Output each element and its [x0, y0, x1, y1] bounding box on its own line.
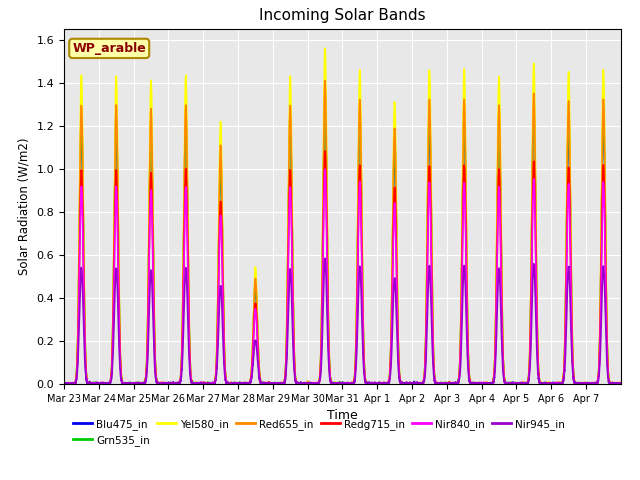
Redg715_in [523, 381, 531, 386]
X-axis label: Time: Time [327, 409, 358, 422]
Nir840_in [495, 185, 503, 191]
Redg715_in [537, 381, 545, 386]
Nir840_in [364, 381, 371, 387]
Y-axis label: Solar Radiation (W/m2): Solar Radiation (W/m2) [18, 138, 31, 275]
Legend: Blu475_in, Grn535_in, Yel580_in, Red655_in, Redg715_in, Nir840_in, Nir945_in: Blu475_in, Grn535_in, Yel580_in, Red655_… [69, 414, 569, 450]
Line: Nir840_in: Nir840_in [64, 169, 621, 384]
Red655_in [60, 380, 68, 385]
Line: Grn535_in: Grn535_in [64, 89, 621, 384]
Nir945_in [495, 267, 503, 273]
Redg715_in [60, 380, 68, 386]
Blu475_in [321, 94, 329, 99]
Grn535_in [537, 381, 545, 386]
Text: WP_arable: WP_arable [72, 42, 146, 55]
Nir945_in [176, 381, 184, 386]
Blu475_in [523, 380, 531, 386]
Nir840_in [393, 297, 401, 303]
Yel580_in [60, 381, 68, 387]
Redg715_in [393, 297, 401, 303]
Grn535_in [523, 381, 531, 386]
Nir840_in [617, 381, 625, 387]
Redg715_in [617, 381, 625, 387]
Nir945_in [523, 381, 531, 387]
Yel580_in [60, 380, 68, 386]
Grn535_in [617, 380, 625, 386]
Yel580_in [495, 79, 503, 84]
Yel580_in [617, 381, 625, 386]
Blu475_in [495, 120, 503, 126]
Blu475_in [60, 381, 68, 387]
Grn535_in [364, 381, 371, 387]
Yel580_in [321, 46, 329, 51]
Blu475_in [60, 381, 68, 386]
Nir840_in [321, 167, 329, 172]
Nir840_in [175, 380, 183, 385]
Grn535_in [321, 86, 329, 92]
Blu475_in [537, 381, 545, 386]
Nir945_in [537, 381, 545, 387]
Redg715_in [176, 381, 184, 387]
Grn535_in [60, 381, 68, 386]
Grn535_in [176, 380, 184, 385]
Blu475_in [176, 380, 184, 385]
Nir840_in [537, 381, 545, 387]
Red655_in [364, 381, 371, 386]
Blu475_in [393, 277, 401, 283]
Red655_in [393, 272, 401, 277]
Red655_in [321, 78, 329, 84]
Blu475_in [364, 381, 371, 387]
Grn535_in [60, 381, 68, 387]
Red655_in [61, 381, 68, 387]
Nir945_in [321, 255, 329, 261]
Redg715_in [495, 169, 503, 175]
Red655_in [537, 381, 545, 386]
Red655_in [176, 379, 184, 385]
Nir945_in [60, 381, 68, 387]
Red655_in [495, 107, 503, 113]
Nir945_in [393, 336, 401, 342]
Blu475_in [617, 381, 625, 386]
Redg715_in [321, 148, 329, 154]
Nir945_in [617, 381, 625, 387]
Nir840_in [60, 381, 68, 387]
Line: Blu475_in: Blu475_in [64, 96, 621, 384]
Nir840_in [523, 381, 531, 387]
Red655_in [617, 381, 625, 386]
Nir945_in [60, 381, 68, 387]
Nir945_in [364, 380, 371, 386]
Grn535_in [393, 275, 401, 280]
Title: Incoming Solar Bands: Incoming Solar Bands [259, 9, 426, 24]
Yel580_in [393, 261, 401, 266]
Redg715_in [60, 381, 68, 387]
Line: Redg715_in: Redg715_in [64, 151, 621, 384]
Grn535_in [495, 116, 503, 121]
Red655_in [523, 380, 531, 386]
Redg715_in [364, 381, 371, 386]
Line: Red655_in: Red655_in [64, 81, 621, 384]
Line: Nir945_in: Nir945_in [64, 258, 621, 384]
Yel580_in [537, 381, 545, 386]
Yel580_in [364, 381, 371, 387]
Yel580_in [176, 379, 184, 385]
Line: Yel580_in: Yel580_in [64, 48, 621, 384]
Yel580_in [523, 381, 531, 387]
